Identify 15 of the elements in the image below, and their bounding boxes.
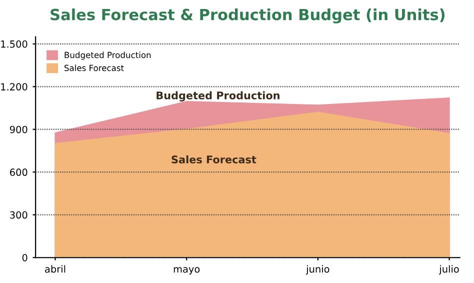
x-tick-label: julio [438, 265, 459, 275]
x-tick-label: abril [45, 265, 66, 273]
x-tick-label: mayo [174, 267, 200, 275]
y-tick-label: 1.500 [1, 40, 28, 48]
y-tick-label: 1.200 [1, 83, 28, 90]
y-tick-label: 900 [10, 126, 28, 134]
y-tick-label: 300 [10, 211, 28, 219]
y-tick-label: 600 [10, 168, 28, 176]
annotation: Sales Forecast [172, 155, 256, 164]
x-tick-label: junio [306, 265, 330, 275]
y-tick-label: 0 [22, 254, 28, 262]
legend-label: Sales Forecast [64, 64, 124, 72]
annotation: Budgeted Production [156, 91, 280, 102]
chart-title: Sales Forecast & Production Budget (in Units) [50, 8, 444, 24]
legend-label: Budgeted Production [64, 52, 151, 60]
